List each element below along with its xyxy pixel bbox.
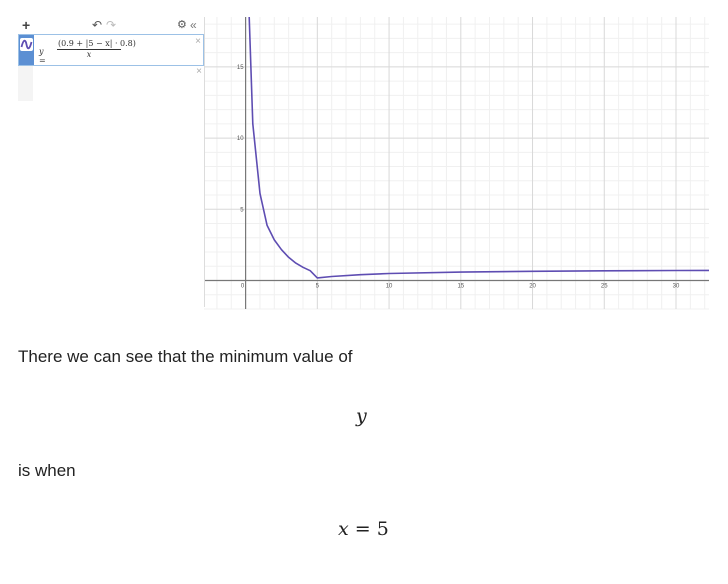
- graph-canvas[interactable]: 0 5 10 15 20 25 30 5 10 15: [0, 0, 728, 320]
- curve-icon[interactable]: [20, 38, 33, 51]
- math-x-equals-5: x = 5: [338, 518, 389, 540]
- expression-fraction: (0.9 + |5 − x| · 0.8) x: [57, 39, 136, 59]
- undo-icon[interactable]: ↶: [92, 18, 103, 32]
- y-tick-label: 15: [237, 65, 244, 71]
- x-tick-label: 15: [457, 284, 464, 290]
- expression-color-tab[interactable]: [19, 35, 34, 65]
- x-tick-label: 20: [529, 284, 536, 290]
- delete-empty-expression-icon[interactable]: ×: [196, 66, 202, 77]
- panel-divider: [204, 17, 205, 307]
- y-tick-label: 5: [240, 207, 244, 213]
- expression-denominator: x: [86, 50, 92, 59]
- expression-row[interactable]: y = (0.9 + |5 − x| · 0.8) x ×: [18, 34, 204, 66]
- y-tick-label: 10: [237, 136, 244, 142]
- empty-expression-row[interactable]: ×: [18, 66, 204, 101]
- function-curve: [248, 16, 710, 279]
- explanation-line-1: There we can see that the minimum value …: [18, 347, 353, 366]
- collapse-panel-icon[interactable]: «: [190, 18, 197, 32]
- empty-expression-tab: [18, 66, 33, 101]
- x-tick-label: 25: [601, 284, 608, 290]
- delete-expression-icon[interactable]: ×: [195, 36, 201, 47]
- x-tick-label: 10: [386, 284, 393, 290]
- expression-panel: + ↶ ↷ ⚙ « y = (0.9 + |5 − x| · 0.8) x × …: [18, 17, 205, 307]
- add-expression-button[interactable]: +: [22, 17, 31, 33]
- expression-lhs: y =: [39, 47, 46, 65]
- explanation-line-2: is when: [18, 461, 76, 480]
- x-tick-label: 0: [241, 284, 245, 290]
- math-equals-5: = 5: [348, 518, 389, 540]
- gear-icon[interactable]: ⚙: [177, 19, 187, 31]
- math-y: y: [356, 405, 367, 427]
- x-tick-label: 30: [673, 284, 680, 290]
- math-x-var: x: [338, 518, 349, 540]
- redo-icon[interactable]: ↷: [106, 18, 117, 32]
- expression-toolbar: + ↶ ↷ ⚙ «: [18, 17, 204, 34]
- x-tick-label: 5: [316, 284, 320, 290]
- expression-numerator: (0.9 + |5 − x| · 0.8): [57, 39, 136, 50]
